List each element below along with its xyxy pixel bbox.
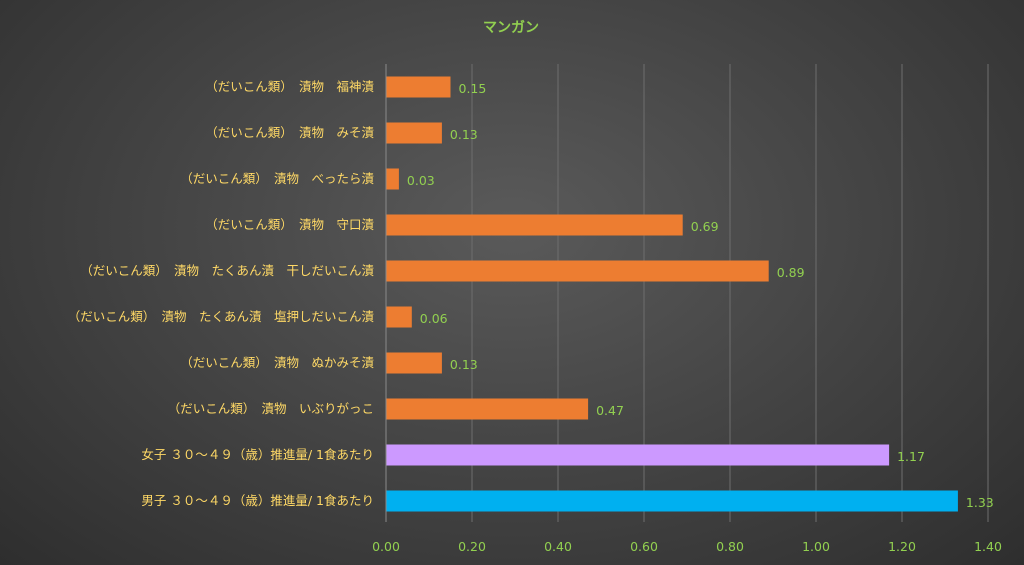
bar bbox=[386, 260, 769, 282]
data-label: 0.89 bbox=[777, 265, 805, 280]
x-tick-label: 1.40 bbox=[974, 539, 1002, 554]
bar bbox=[386, 168, 399, 190]
x-tick-label: 1.00 bbox=[802, 539, 830, 554]
category-label: 男子 ３０～４９（歳）推進量/ 1食あたり bbox=[141, 493, 374, 508]
data-label: 0.47 bbox=[596, 403, 624, 418]
category-label: （だいこん類） 漬物 たくあん漬 塩押しだいこん漬 bbox=[68, 309, 375, 324]
category-label: （だいこん類） 漬物 たくあん漬 干しだいこん漬 bbox=[80, 263, 374, 278]
data-label: 0.06 bbox=[420, 311, 448, 326]
chart-title: マンガン bbox=[483, 20, 539, 36]
data-label: 0.03 bbox=[407, 173, 435, 188]
bar bbox=[386, 306, 412, 328]
bar bbox=[386, 214, 683, 236]
data-label: 0.15 bbox=[459, 81, 487, 96]
category-label: （だいこん類） 漬物 福神漬 bbox=[205, 79, 374, 94]
bar bbox=[386, 490, 958, 512]
x-tick-label: 1.20 bbox=[888, 539, 916, 554]
data-label: 0.13 bbox=[450, 127, 478, 142]
data-label: 1.33 bbox=[966, 495, 994, 510]
bar bbox=[386, 398, 589, 420]
data-label: 0.69 bbox=[691, 219, 719, 234]
x-tick-label: 0.00 bbox=[372, 539, 400, 554]
bars bbox=[386, 76, 958, 512]
category-label: （だいこん類） 漬物 みそ漬 bbox=[205, 125, 374, 140]
bar bbox=[386, 122, 442, 144]
gridlines bbox=[471, 64, 989, 522]
data-label: 0.13 bbox=[450, 357, 478, 372]
category-label: （だいこん類） 漬物 ぬかみそ漬 bbox=[180, 355, 374, 370]
category-labels: （だいこん類） 漬物 福神漬 （だいこん類） 漬物 みそ漬 （だいこん類） 漬物 べ… bbox=[68, 79, 375, 508]
data-label: 1.17 bbox=[897, 449, 925, 464]
category-label: （だいこん類） 漬物 守口漬 bbox=[205, 217, 374, 232]
bar bbox=[386, 444, 890, 466]
x-axis-ticks: 0.00 0.20 0.40 0.60 0.80 1.00 1.20 1.40 bbox=[372, 539, 1002, 554]
category-label: （だいこん類） 漬物 べったら漬 bbox=[180, 171, 374, 186]
bar bbox=[386, 352, 442, 374]
x-tick-label: 0.60 bbox=[630, 539, 658, 554]
bar bbox=[386, 76, 451, 98]
x-tick-label: 0.40 bbox=[544, 539, 572, 554]
category-label: 女子 ３０～４９（歳）推進量/ 1食あたり bbox=[141, 447, 374, 462]
value-labels: 0.15 0.13 0.03 0.69 0.89 0.06 0.13 0.47 1.17 1.33 bbox=[407, 81, 994, 510]
category-label: （だいこん類） 漬物 いぶりがっこ bbox=[168, 401, 374, 416]
x-tick-label: 0.20 bbox=[458, 539, 486, 554]
x-tick-label: 0.80 bbox=[716, 539, 744, 554]
